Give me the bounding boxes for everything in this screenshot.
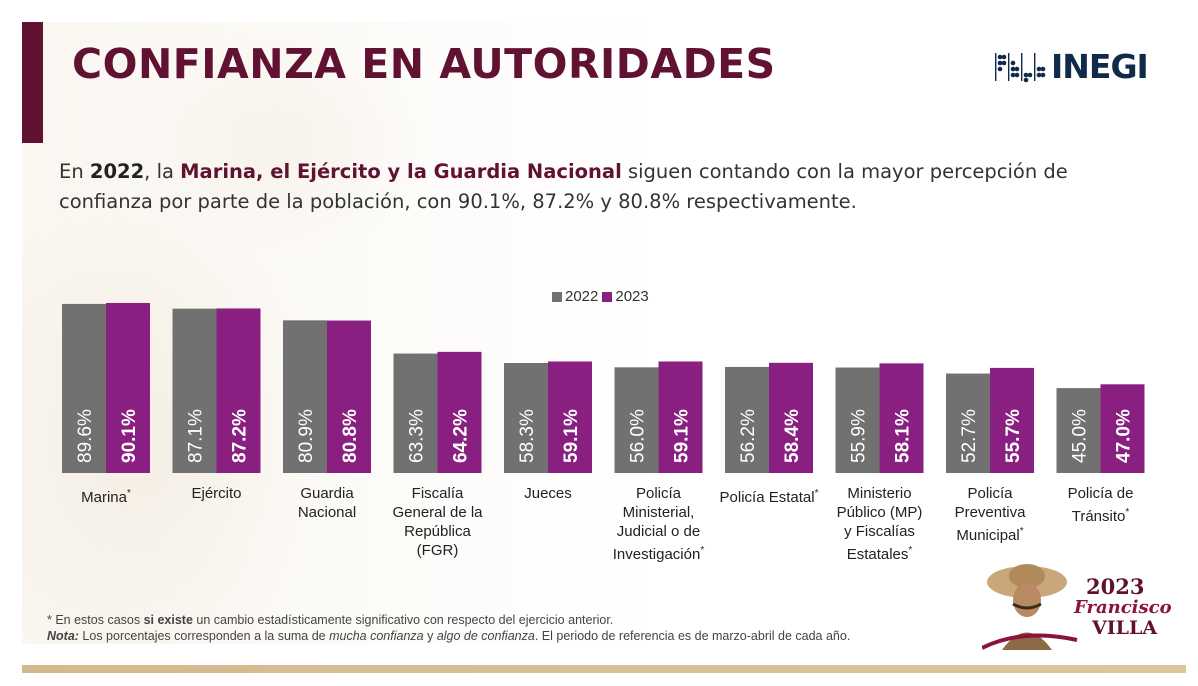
- data-label-2023-1: 87.2%: [230, 409, 251, 463]
- category-label-4: Jueces: [524, 485, 572, 502]
- bar-2023-8: [990, 367, 1034, 473]
- legend-label-2022: 2022: [565, 288, 599, 305]
- data-label-2022-4: 58.3%: [517, 409, 538, 463]
- bar-2023-5: [658, 361, 703, 473]
- footnote-bold: si existe: [143, 613, 193, 627]
- legend-label-2023: 2023: [615, 288, 649, 305]
- data-label-2022-8: 52.7%: [959, 409, 980, 463]
- bar-2023-2: [327, 320, 371, 473]
- category-label-8: Policía Preventiva Municipal*: [954, 485, 1026, 544]
- bar-2023-9: [1100, 384, 1145, 473]
- category-label-0: Marina*: [81, 488, 131, 506]
- reference-note: Nota: Los porcentajes corresponden a la …: [47, 628, 967, 644]
- footnote-text: * En estos casos: [47, 613, 144, 627]
- data-label-2022-3: 63.3%: [407, 409, 428, 463]
- category-label-3: Fiscalía General de la República (FGR): [392, 485, 483, 559]
- data-label-2023-6: 58.4%: [782, 409, 803, 463]
- page-title: CONFIANZA EN AUTORIDADES: [72, 40, 776, 88]
- note-label: Nota:: [47, 629, 79, 643]
- bar-2022-0: [62, 303, 106, 473]
- title-accent-bar: [22, 22, 43, 143]
- data-label-2023-3: 64.2%: [451, 409, 472, 463]
- bar-2022-8: [946, 373, 990, 473]
- bottom-divider: [22, 665, 1186, 673]
- francisco-villa-emblem: 2023 Francisco VILLA: [981, 560, 1172, 655]
- bar-2023-1: [216, 308, 261, 473]
- category-label-1: Ejército: [191, 485, 242, 502]
- bar-2023-6: [769, 362, 813, 473]
- note-text: Los porcentajes corresponden a la suma d…: [78, 629, 330, 643]
- data-label-2022-1: 87.1%: [186, 409, 207, 463]
- data-label-2023-4: 59.1%: [561, 409, 582, 463]
- bar-2023-7: [879, 363, 924, 473]
- bar-2022-7: [835, 367, 880, 473]
- bar-2022-1: [172, 308, 217, 473]
- category-label-7: Ministerio Público (MP) y Fiscalías Estatal…: [836, 485, 923, 563]
- category-label-2: Guardia Nacional: [297, 485, 357, 521]
- bar-2022-9: [1056, 388, 1101, 473]
- data-label-2023-8: 55.7%: [1003, 409, 1024, 463]
- intro-year: 2022: [89, 160, 145, 183]
- intro-text: siguen contando con la mayor percepción …: [59, 160, 1068, 213]
- legend-swatch-2023: [602, 291, 613, 302]
- data-label-2023-0: 90.1%: [119, 409, 140, 463]
- chart-legend: 2022 2023: [552, 288, 653, 305]
- footnote: * En estos casos si existe un cambio est…: [47, 612, 967, 644]
- intro-highlight: Marina, el Ejército y la Guardia Naciona…: [180, 160, 622, 183]
- note-italic: mucha confianza: [329, 629, 424, 643]
- villa-year: 2023: [1086, 574, 1145, 599]
- intro-paragraph: En 2022, la Marina, el Ejército y la Gua…: [59, 157, 1159, 217]
- data-label-2022-9: 45.0%: [1070, 409, 1091, 463]
- bar-2022-5: [614, 367, 659, 473]
- legend-item-2023: 2023: [602, 288, 649, 305]
- bar-2022-2: [283, 320, 327, 473]
- intro-text: , la: [144, 160, 181, 183]
- category-label-6: Policía Estatal*: [719, 488, 819, 506]
- bar-2023-3: [437, 351, 482, 473]
- bar-2022-4: [504, 362, 548, 473]
- bar-2022-3: [393, 353, 438, 473]
- intro-text: En: [59, 160, 90, 183]
- data-label-2023-5: 59.1%: [672, 409, 693, 463]
- data-label-2022-0: 89.6%: [75, 409, 96, 463]
- inegi-logo-icon: [995, 53, 1046, 83]
- data-label-2023-7: 58.1%: [893, 409, 914, 463]
- category-label-9: Policía de Tránsito*: [1067, 485, 1134, 525]
- note-text: . El periodo de referencia es de marzo-a…: [534, 629, 851, 643]
- significance-note: * En estos casos si existe un cambio est…: [47, 612, 967, 628]
- footnote-text: un cambio estadísticamente significativo…: [192, 613, 614, 627]
- data-label-2022-6: 56.2%: [738, 409, 759, 463]
- data-label-2023-9: 47.0%: [1114, 409, 1135, 463]
- villa-name: Francisco: [1074, 597, 1172, 618]
- villa-portrait-icon: [981, 564, 1078, 650]
- category-label-5: Policía Ministerial, Judicial o de Investig…: [612, 485, 705, 563]
- data-label-2022-2: 80.9%: [296, 409, 317, 463]
- legend-item-2022: 2022: [552, 288, 598, 305]
- bar-2023-0: [106, 302, 150, 473]
- legend-swatch-2022: [552, 291, 562, 302]
- data-label-2023-2: 80.8%: [340, 409, 361, 463]
- data-label-2022-7: 55.9%: [849, 409, 870, 463]
- inegi-logo: INEGI: [995, 47, 1149, 86]
- data-label-2022-5: 56.0%: [628, 409, 649, 463]
- villa-surname: VILLA: [1092, 617, 1158, 639]
- note-text: y: [423, 629, 437, 643]
- note-italic: algo de confianza: [436, 629, 535, 643]
- inegi-logo-text: INEGI: [1051, 47, 1149, 86]
- bar-2022-6: [725, 366, 769, 473]
- bar-2023-4: [548, 361, 592, 473]
